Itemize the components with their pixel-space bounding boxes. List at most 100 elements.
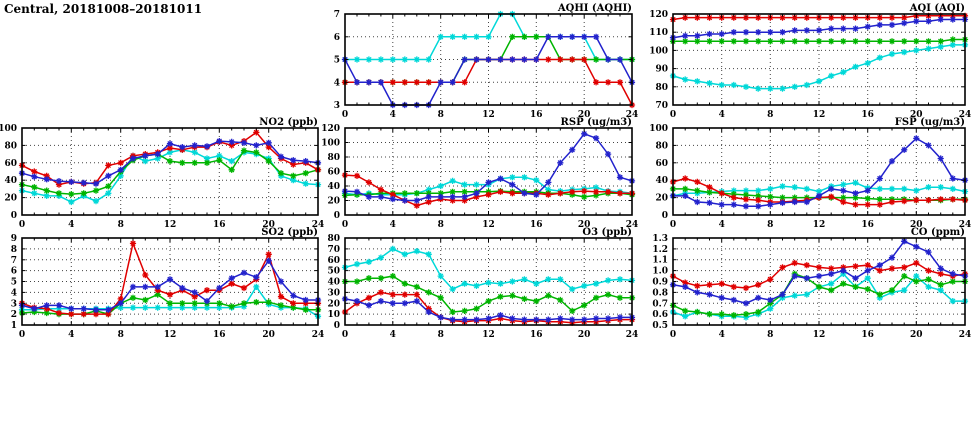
plot-border — [21, 237, 319, 326]
axis-ticks — [344, 127, 633, 216]
svg-text:8: 8 — [438, 330, 444, 340]
svg-text:0.9: 0.9 — [652, 278, 668, 288]
svg-text:0: 0 — [662, 211, 668, 221]
o3-series-green — [341, 273, 636, 316]
grid — [673, 238, 965, 325]
svg-text:12: 12 — [482, 110, 495, 120]
aqhi-chart-canvas: 0 4 8 12 16 20 24 3 4 5 6 7 AQHI (AQHI) — [334, 3, 639, 120]
y-axis-labels: 0 20 40 60 80 100 — [649, 124, 668, 221]
svg-text:7: 7 — [334, 10, 340, 20]
svg-text:100: 100 — [649, 124, 668, 134]
chart-so2: 0 4 8 12 16 20 24 1 2 3 4 5 6 7 8 9 SO2 (ppb) — [0, 226, 327, 346]
plot-border — [21, 127, 319, 216]
o3-series-blue — [341, 295, 636, 323]
svg-text:1: 1 — [11, 321, 17, 331]
svg-text:8: 8 — [767, 330, 773, 340]
svg-text:120: 120 — [321, 124, 340, 134]
svg-text:5: 5 — [334, 56, 340, 66]
svg-text:1.3: 1.3 — [652, 234, 668, 244]
svg-text:100: 100 — [0, 124, 17, 134]
svg-text:16: 16 — [861, 220, 874, 230]
svg-text:12: 12 — [813, 220, 826, 230]
co-series-blue — [669, 238, 969, 307]
svg-text:120: 120 — [649, 10, 668, 20]
svg-text:12: 12 — [482, 330, 495, 340]
svg-text:20: 20 — [910, 330, 923, 340]
x-axis-labels: 0 4 8 12 16 20 24 — [342, 220, 638, 230]
plot-border — [344, 237, 633, 326]
svg-text:4: 4 — [719, 330, 725, 340]
chart-title: NO2 (ppb) — [259, 117, 318, 128]
svg-text:0: 0 — [342, 220, 348, 230]
svg-text:100: 100 — [649, 46, 668, 56]
svg-text:12: 12 — [482, 220, 495, 230]
chart-title: AQI (AQI) — [909, 3, 965, 14]
svg-text:24: 24 — [959, 110, 972, 120]
chart-title: FSP (ug/m3) — [895, 117, 965, 128]
svg-text:8: 8 — [11, 245, 17, 255]
aqi-chart-canvas: 0 4 8 12 16 20 24 70 80 90 100 110 120 AQI (AQI) — [649, 3, 972, 120]
svg-text:4: 4 — [11, 288, 17, 298]
svg-text:20: 20 — [327, 299, 340, 309]
o3-series-cyan — [341, 245, 636, 293]
fsp-chart-canvas: 0 4 8 12 16 20 24 0 20 40 60 80 100 FSP (ug/m3) — [649, 117, 971, 230]
plot-border — [344, 127, 633, 216]
svg-text:16: 16 — [530, 220, 543, 230]
plot-border — [672, 13, 966, 106]
rsp-chart-canvas: 0 4 8 12 16 20 24 0 20 40 60 80 100 120 RSP (ug/m3) — [321, 117, 638, 230]
chart-aqhi: 0 4 8 12 16 20 24 3 4 5 6 7 AQHI (AQHI) — [317, 2, 641, 126]
svg-text:60: 60 — [327, 168, 340, 178]
svg-text:4: 4 — [68, 330, 74, 340]
chart-title: CO (ppm) — [911, 227, 965, 238]
y-axis-labels: 0 20 40 60 80 100 120 — [321, 124, 340, 221]
svg-text:100: 100 — [321, 139, 340, 149]
svg-text:80: 80 — [327, 153, 340, 163]
svg-text:0: 0 — [670, 110, 676, 120]
svg-text:12: 12 — [813, 330, 826, 340]
svg-text:4: 4 — [68, 220, 74, 230]
svg-text:70: 70 — [655, 101, 668, 111]
svg-text:20: 20 — [578, 110, 591, 120]
chart-title: AQHI (AQHI) — [557, 3, 632, 14]
x-axis-labels: 0 4 8 12 16 20 24 — [670, 220, 971, 230]
svg-text:6: 6 — [334, 33, 340, 43]
y-axis-labels: 0 20 40 60 80 100 — [0, 124, 17, 221]
chart-aqi: 0 4 8 12 16 20 24 70 80 90 100 110 120 AQI (AQI) — [645, 2, 974, 126]
svg-text:8: 8 — [118, 220, 124, 230]
svg-text:0: 0 — [670, 330, 676, 340]
svg-text:0.6: 0.6 — [652, 310, 668, 320]
svg-text:20: 20 — [327, 197, 340, 207]
svg-text:8: 8 — [438, 110, 444, 120]
svg-text:24: 24 — [626, 220, 639, 230]
svg-text:0: 0 — [334, 321, 340, 331]
svg-text:0: 0 — [19, 330, 25, 340]
x-axis-labels: 0 4 8 12 16 20 24 — [19, 220, 324, 230]
svg-text:60: 60 — [655, 159, 668, 169]
x-axis-labels: 0 4 8 12 16 20 24 — [342, 330, 638, 340]
svg-text:8: 8 — [767, 220, 773, 230]
chart-o3: 0 4 8 12 16 20 24 0 10 20 30 40 50 60 70 80 O3 (ppb) — [317, 226, 641, 346]
svg-text:16: 16 — [213, 220, 226, 230]
svg-text:20: 20 — [655, 194, 668, 204]
svg-text:0: 0 — [11, 211, 17, 221]
svg-text:0.7: 0.7 — [652, 299, 668, 309]
svg-text:4: 4 — [719, 220, 725, 230]
svg-text:4: 4 — [334, 78, 340, 88]
chart-title: SO2 (ppb) — [261, 227, 318, 238]
svg-text:0: 0 — [342, 330, 348, 340]
svg-text:80: 80 — [327, 234, 340, 244]
svg-text:4: 4 — [390, 220, 396, 230]
svg-text:40: 40 — [327, 182, 340, 192]
svg-text:3: 3 — [11, 299, 17, 309]
chart-fsp: 0 4 8 12 16 20 24 0 20 40 60 80 100 FSP (ug/m3) — [645, 116, 974, 236]
svg-text:4: 4 — [719, 110, 725, 120]
svg-text:0: 0 — [19, 220, 25, 230]
svg-text:20: 20 — [910, 110, 923, 120]
y-axis-labels: 0.50.60.70.80.91.01.11.21.3 — [652, 234, 668, 331]
svg-text:16: 16 — [530, 330, 543, 340]
svg-text:60: 60 — [327, 256, 340, 266]
